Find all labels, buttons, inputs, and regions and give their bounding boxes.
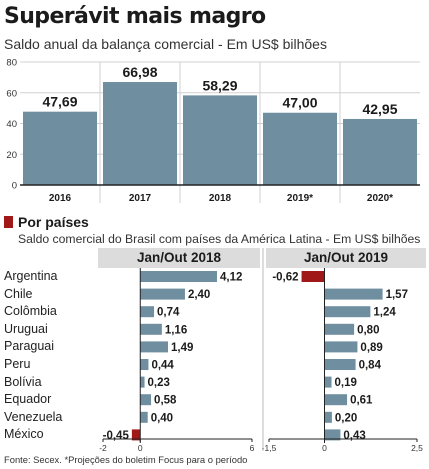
bar [140,323,162,335]
bar-value-label: 47,69 [42,94,77,110]
bar-value-label: 0,89 [360,342,382,354]
bar-value-label: -0,62 [272,272,298,284]
chart-subtitle: Saldo anual da balança comercial - Em US… [4,36,327,52]
bar [140,288,185,300]
bar [324,359,356,370]
country-label: Uruguai [4,321,48,336]
country-label: Colômbia [4,304,57,319]
bar [183,95,257,185]
country-label: Argentina [4,269,58,283]
bar [324,323,355,335]
y-tick-label: 0 [12,181,17,192]
bar [140,359,149,370]
bar-value-label: 0,74 [157,307,180,319]
x-tick-label: 2,5 [411,443,423,453]
annual-balance-chart: 0 20 40 60 80 47,69 2016 66,98 2017 58,29 2018 47,0… [6,58,420,204]
x-tick-label: 2018 [209,193,232,204]
country-label: Paraguai [4,339,55,354]
bar-value-label: 0,23 [148,377,170,389]
bar-value-label: 58,29 [202,77,237,93]
bar-value-label: 0,61 [350,395,373,407]
bar [324,429,341,441]
bar [140,411,148,423]
bar [131,429,141,441]
bar-value-label: 47,00 [282,95,317,111]
bar-value-label: 0,20 [335,412,357,424]
bar [301,271,325,282]
x-tick-label: 2019* [287,193,313,204]
bar [23,111,97,185]
bar-value-label: 1,24 [373,307,396,319]
bar-value-label: 0,19 [335,377,357,389]
country-label: Equador [4,392,52,407]
section-subtitle: Saldo comercial do Brasil com países da … [18,232,421,246]
y-tick-label: 40 [6,119,17,130]
y-tick-label: 80 [6,58,17,69]
y-tick-label: 20 [6,150,17,161]
section-title: Por países [18,214,89,230]
bar [324,341,358,353]
x-tick-label: -1,5 [262,443,277,453]
country-label: Bolívia [4,374,42,389]
bar-value-label: 0,44 [151,360,174,372]
bar-value-label: 1,49 [171,342,193,354]
bar-value-label: 66,98 [122,64,157,80]
country-label: México [4,427,44,442]
bar [140,394,152,406]
bar [324,394,348,406]
panel-header-2018: Jan/Out 2018 [98,248,260,268]
x-tick-label: 2017 [129,193,152,204]
bar [324,306,371,318]
bar [140,306,155,318]
country-label: Venezuela [4,409,63,424]
bar-value-label: 0,43 [343,430,365,442]
bar [140,341,169,353]
bar-value-label: -0,45 [103,430,130,442]
bar [324,376,332,388]
country-label: Chile [4,286,33,301]
section-marker [4,216,13,228]
bar-value-label: 2,40 [188,289,210,301]
bar [324,411,332,423]
x-tick-label: -2 [99,443,107,453]
bar-value-label: 0,80 [357,324,379,336]
y-tick-label: 60 [6,88,17,99]
source-note: Fonte: Secex. *Projeções do boletim Focu… [4,454,248,465]
x-tick-label: 0 [138,443,143,453]
x-tick-label: 0 [322,443,327,453]
bar-value-label: 4,12 [220,272,242,284]
x-tick-label: 6 [250,443,255,453]
x-tick-label: 2020* [367,193,393,204]
panel-header-2019: Jan/Out 2019 [266,248,426,268]
bar-value-label: 1,57 [386,289,408,301]
bar-value-label: 0,40 [151,412,173,424]
bar-value-label: 0,58 [154,395,177,407]
bar [343,118,417,185]
bar [103,82,177,185]
bar [140,376,145,388]
country-label: Peru [4,357,31,371]
bar-value-label: 1,16 [165,324,187,336]
chart-title: Superávit mais magro [4,4,266,29]
bar [140,271,217,282]
bar [263,112,337,185]
bar-value-label: 0,84 [359,360,382,372]
x-tick-label: 2016 [49,193,72,204]
bar [324,288,383,300]
bar-value-label: 42,95 [362,101,397,117]
